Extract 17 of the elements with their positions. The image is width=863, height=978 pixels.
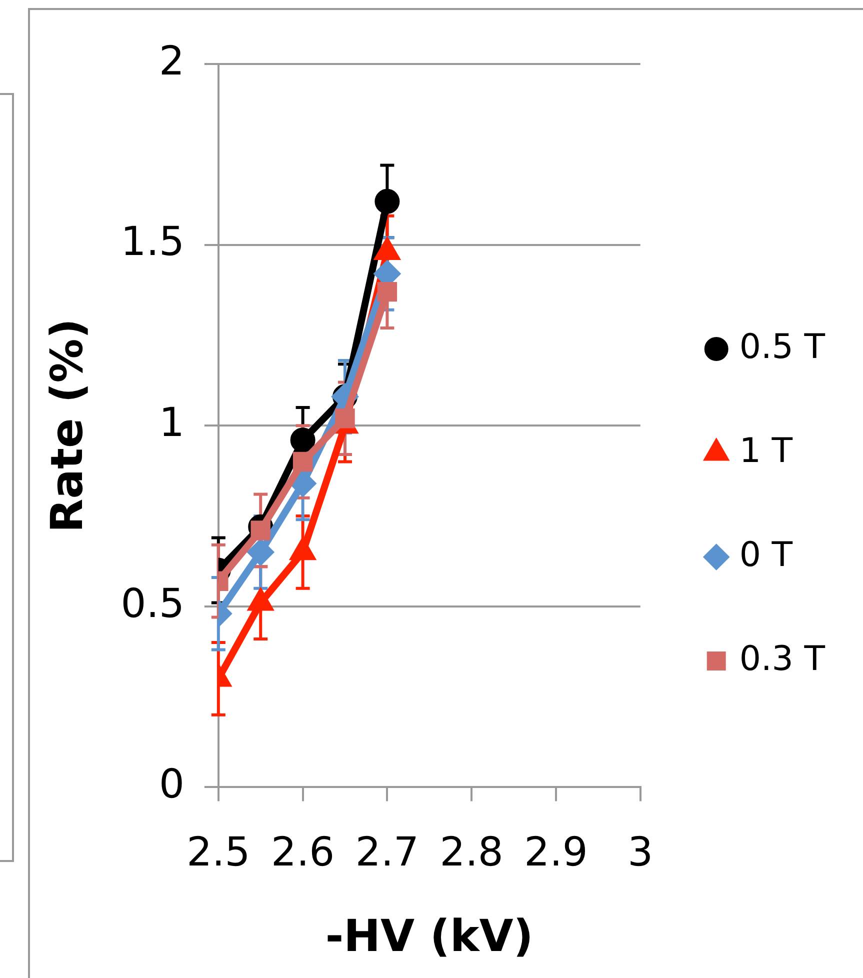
legend-label: 1 T xyxy=(739,430,793,471)
y-tick-label: 1.5 xyxy=(120,219,184,266)
y-tick-label: 0 xyxy=(158,762,184,808)
y-tick-label: 2 xyxy=(158,38,184,84)
x-tick-label: 2.5 xyxy=(186,830,250,876)
x-tick-label: 3 xyxy=(628,830,654,876)
x-tick-label: 2.7 xyxy=(355,830,419,876)
x-tick-label: 2.6 xyxy=(270,830,335,876)
y-axis-title: Rate (%) xyxy=(42,318,93,533)
legend-label: 0.5 T xyxy=(739,326,826,367)
y-tick-label: 0.5 xyxy=(120,580,184,627)
legend-label: 0 T xyxy=(739,534,793,575)
x-axis-title: -HV (kV) xyxy=(325,911,534,962)
legend-label: 0.3 T xyxy=(739,638,826,679)
x-tick-label: 2.8 xyxy=(440,830,504,876)
y-tick-label: 1 xyxy=(158,400,184,446)
x-tick-label: 2.9 xyxy=(524,830,588,876)
